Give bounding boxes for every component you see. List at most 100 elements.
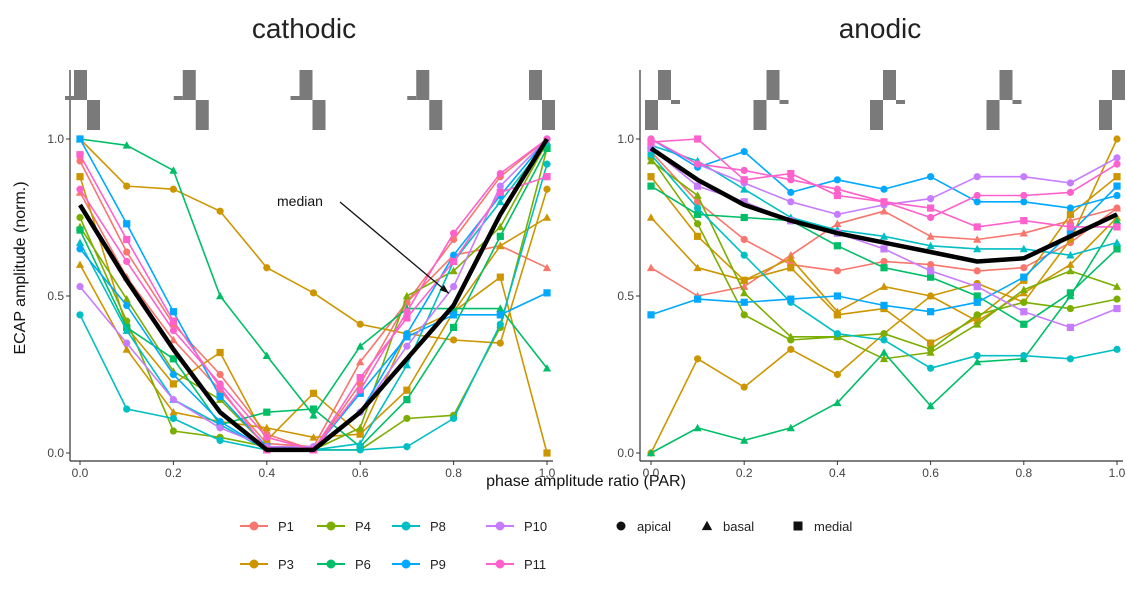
median-arrow [339,201,450,294]
data-point [450,311,458,319]
data-point [356,342,365,350]
data-point [496,339,504,347]
data-point [75,238,85,246]
data-point [76,213,84,222]
data-point [356,357,365,366]
pulse-phase-block [87,100,100,130]
median-annotation: median [277,193,323,209]
data-point [76,135,84,143]
data-point [262,423,271,432]
data-point [647,138,655,146]
data-point [356,446,364,454]
data-point [450,323,458,331]
series-P11-square [647,135,1121,231]
legend-swatch-point [401,559,411,569]
data-point [694,135,702,143]
data-point [169,308,177,316]
data-point [450,282,458,291]
data-point [973,267,981,275]
data-point [543,144,551,153]
legend-swatch-point [401,521,411,531]
x-tick-label: 0.0 [72,466,89,480]
data-point [169,326,177,335]
pulse-phase-block [779,100,789,104]
data-point [740,383,748,391]
data-point [496,241,505,250]
data-point [496,222,505,231]
data-point [833,330,842,338]
data-point [356,430,364,438]
x-tick-label: 1.0 [1109,466,1126,480]
data-point [402,291,411,300]
data-point [646,213,656,221]
legend-swatch-point [495,521,505,531]
x-tick-label: 0.6 [352,466,369,480]
data-point [927,261,935,269]
data-point [1020,352,1028,360]
legend-item-P11: P11 [486,557,546,572]
data-point [647,182,655,190]
data-point [169,396,177,404]
data-point [1020,191,1028,200]
pulse-phase-block [299,70,313,100]
data-point [216,291,225,300]
data-point [833,176,842,184]
legend-label: basal [723,519,754,534]
data-point [880,301,888,310]
legend-item-medial: medial [793,519,852,534]
panel-cathodic: cathodic [252,13,356,44]
data-point [76,151,84,159]
data-point [543,289,551,297]
legend-shape-circle-icon [616,521,626,531]
data-point [169,317,177,325]
data-point [169,166,178,174]
data-point [646,448,656,457]
data-point [169,185,177,193]
data-point [927,173,935,181]
data-point [122,295,131,303]
data-point [833,219,842,228]
data-point [216,383,224,391]
legend-shape-triangle-icon [701,520,713,531]
pulse-phase-block [416,70,430,100]
legend-label: P9 [430,557,446,572]
legend-label: medial [814,519,852,534]
data-point [1113,304,1121,313]
data-point [740,176,748,184]
pulse-phase-block [1112,70,1125,100]
legend-item-apical: apical [616,519,671,534]
data-point [880,264,888,272]
data-point [543,449,551,457]
data-point [356,439,365,447]
data-point [740,436,749,444]
data-point [1019,229,1028,237]
data-point [1066,260,1075,268]
data-point [787,264,795,272]
data-point [694,160,702,168]
y-tick-label: 0.0 [617,446,634,460]
data-point [76,173,84,181]
data-point [694,220,702,228]
stimulus-pulse-icon [645,70,680,130]
x-tick-label: 0.6 [922,466,939,480]
data-point [740,288,749,297]
data-point [122,345,131,353]
data-point [880,257,888,266]
data-point [1020,173,1028,181]
data-point [833,185,842,193]
data-point [496,169,504,178]
data-point [356,374,364,382]
data-point [1019,244,1028,253]
data-point [973,352,981,360]
data-point [542,364,552,372]
data-point [787,345,795,353]
data-point [403,308,411,316]
legend-label: P10 [524,519,547,534]
pulse-phase-block [999,70,1013,100]
data-point [694,232,702,240]
data-point [1113,191,1121,200]
legend-item-P1: P1 [240,519,294,534]
data-point [787,295,795,303]
x-tick-label: 1.0 [539,466,556,480]
